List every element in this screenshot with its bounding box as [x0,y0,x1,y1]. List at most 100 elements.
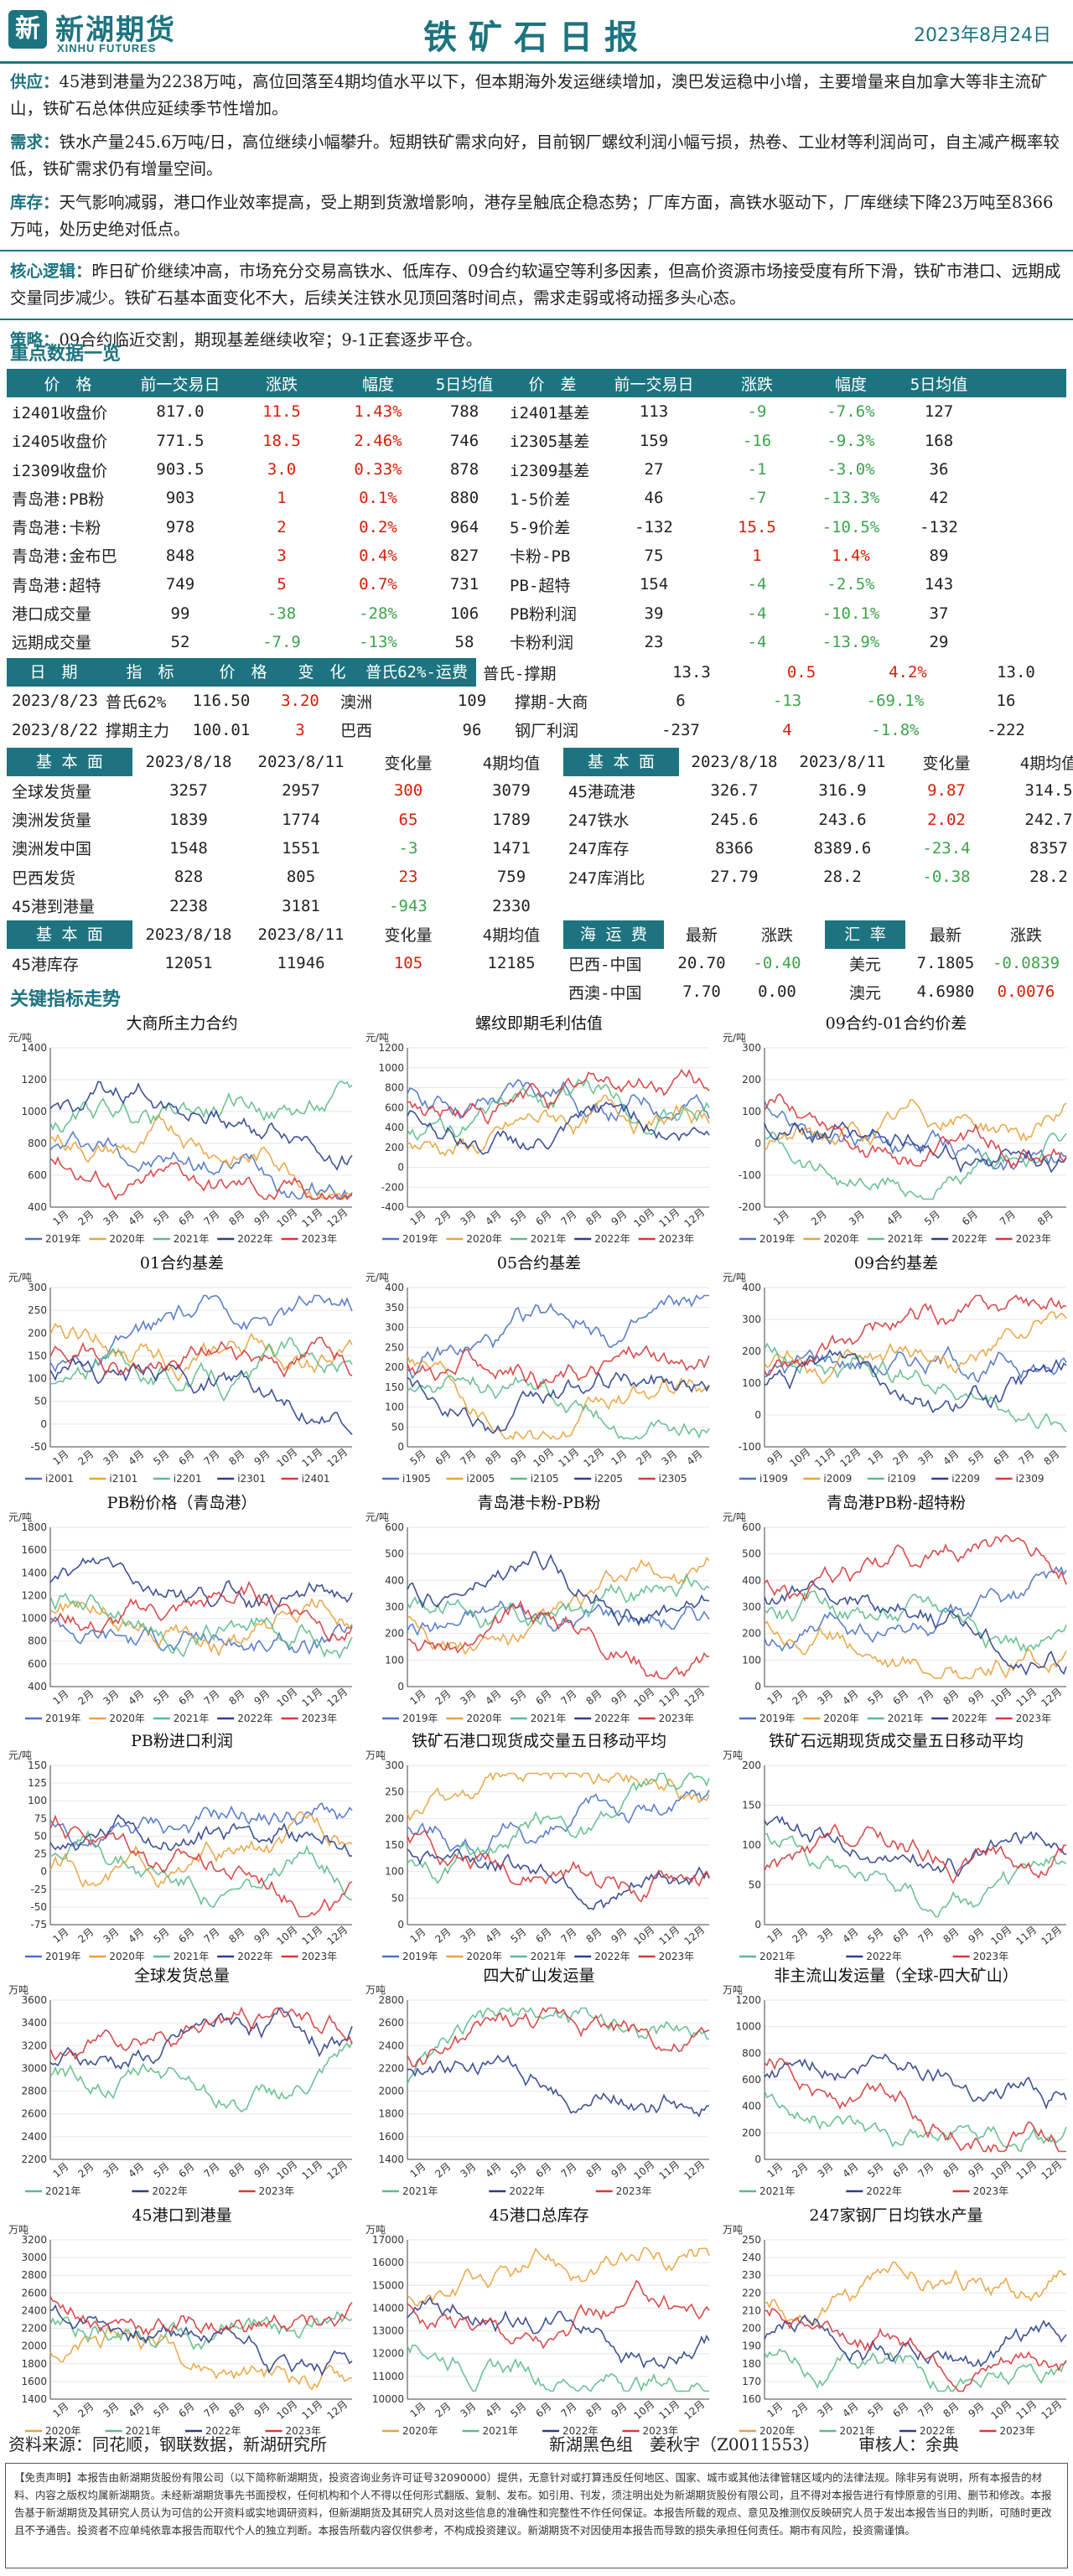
table-row: i2309收盘价 903.5 3.0 0.33% 878 i2309基差 27 -1 -3.0%… [7,455,1066,484]
table-row: 远期成交量 52 -7.9 -13% 58 卡粉利润 23 -4 -13.9% 29 [7,628,1066,656]
x-tick-label: 1月 [609,1448,629,1467]
table-cell: 828 [174,868,204,887]
table-cell: 243.6 [818,810,867,829]
chart-title: 09合约基差 [853,1254,939,1272]
series-line [407,1829,710,1903]
x-tick-label: 12月 [1039,1924,1064,1947]
table-cell: 2.02 [927,810,966,829]
table-cell: i2305基差 [510,433,590,452]
table-cell: 变化量 [384,926,433,946]
series-line [49,1130,353,1200]
y-tick-label: 17000 [372,2234,404,2246]
table-cell: 316.9 [818,781,867,801]
paragraph: 核心逻辑：昨日矿价继续冲高，市场充分交易高铁水、低库存、09合约软逼空等利多因素… [0,255,1073,315]
table-cell: 远期成交量 [12,634,92,653]
table-cell: -2.5% [827,575,875,594]
x-tick-label: 11月 [1013,1686,1039,1709]
x-tick-label: 2月 [790,2400,810,2419]
y-tick-label: 150 [385,1381,404,1393]
table-cell: -4 [747,632,767,651]
series-line [407,1556,710,1656]
table-header: 海 运 费 最新 涨跌 [563,920,815,949]
y-tick-label: 1600 [378,2131,404,2143]
x-tick-label: 2月 [790,2160,810,2179]
key-data-title: 重点数据一览 [10,344,122,365]
y-tick-label: 100 [385,1402,404,1413]
table-cell: 1548 [169,838,208,858]
y-tick-label: 75 [34,1812,47,1824]
chart-panel: 元/吨 1400 1200 1000 800 600 400 1月 2月 3月 4月 5月 6月 7月 8月… [5,1009,359,1251]
table-cell: -13 [772,692,802,711]
table-cell: 75 [644,546,664,565]
y-tick-label: 0 [40,1866,47,1878]
y-tick-label: 100 [385,1866,404,1878]
table-cell: 978 [165,517,195,536]
report-date: 2023年8月24日 [914,25,1051,46]
y-tick-label: 1800 [21,1521,47,1533]
series-line [49,1616,353,1656]
x-tick-label: 10月 [988,2398,1013,2422]
series-line [49,2007,353,2071]
table-cell: 价 差 [528,375,577,394]
y-tick-label: 210 [742,2304,761,2316]
legend-label: 2020年 [109,1233,145,1245]
table-cell: 759 [496,868,526,887]
paragraph-text: 铁水产量245.6万吨/日，高位继续小幅攀升。短期铁矿需求向好，目前钢厂螺纹利润… [10,132,1060,179]
table-cell: 6 [676,692,686,711]
x-tick-label: 10月 [988,1924,1013,1947]
y-tick-label: 220 [742,2287,761,2299]
x-tick-label: 10月 [988,1686,1013,1709]
x-tick-label: 8月 [941,2400,961,2419]
x-tick-label: 2月 [75,1448,96,1467]
y-tick-label: 1200 [21,1589,47,1601]
x-tick-label: 2月 [433,1926,453,1945]
x-tick-label: 3月 [815,1687,835,1707]
table-cell: 771.5 [156,431,205,450]
series-line [764,1131,1067,1200]
legend-label: 2022年 [152,2185,188,2197]
y-tick-label: 150 [742,1800,761,1811]
legend-label: 2020年 [109,1713,145,1724]
legend-label: 2020年 [402,2425,438,2437]
x-tick-label: 1月 [865,1448,885,1467]
y-tick-label: 25 [34,1848,47,1860]
x-tick-label: 4月 [840,2160,860,2179]
x-tick-label: 10月 [274,2159,299,2182]
series-line [764,1579,1067,1677]
x-tick-label: 3月 [458,1926,478,1945]
x-tick-label: 11月 [1013,2159,1039,2182]
table-cell: 港口成交量 [12,605,92,625]
y-tick-label: 200 [742,1074,761,1086]
x-tick-label: 6月 [890,2160,910,2179]
series-line [764,1121,1067,1174]
x-tick-label: 7月 [915,2160,936,2179]
chart-unit: 元/吨 [8,1511,32,1523]
chart-panel: 元/吨 400 300 200 100 0 -100 9月 10月 11月 12月 1月 2月 3月 4月 5… [719,1249,1073,1490]
table-cell: 2023/8/11 [257,925,345,944]
x-tick-label: 7月 [558,1687,578,1707]
series-line [49,1336,353,1378]
series-line [49,1156,353,1201]
legend-label: i2201 [174,1473,202,1485]
table-cell: 指 标 [101,658,200,687]
table-cell: 18.5 [262,431,301,450]
chart-title: 45港口总库存 [489,2206,589,2225]
table-cell: 钢厂利润 [515,722,579,741]
table-cell: 青岛港:金布巴 [12,547,117,567]
x-tick-label: 4月 [126,1448,146,1467]
table-cell: 基 本 面 [7,748,132,777]
table-cell: 幅度 [361,375,394,394]
x-tick-label: 9月 [251,2160,272,2179]
x-tick-label: 7月 [201,1448,221,1467]
table-cell: -943 [389,896,428,915]
y-tick-label: 200 [742,2323,761,2335]
legend-label: i2005 [466,1473,495,1485]
table-cell: 746 [449,431,479,450]
y-tick-label: 1600 [21,1544,47,1556]
table-cell: 2023/8/23 [12,692,98,711]
chart-panel: 万吨 1200 1000 800 600 400 200 0 1月 2月 3月 4月 5月 6月 7月 8月 9… [719,1962,1073,2203]
y-tick-label: 1800 [21,2358,47,2370]
x-tick-label: 7月 [558,2400,578,2419]
